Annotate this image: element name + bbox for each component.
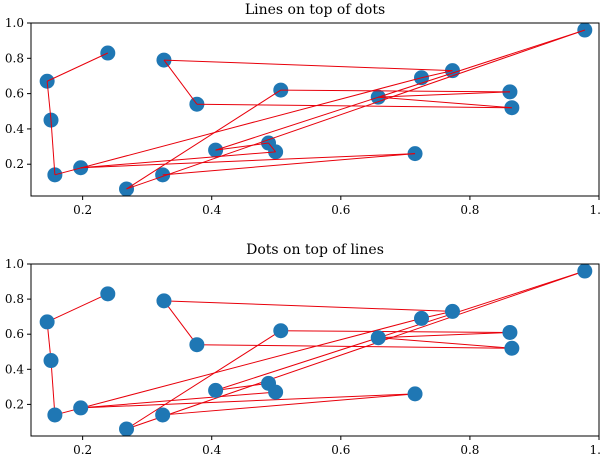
series-line-segment xyxy=(215,142,269,151)
x-tick-label: 0.2 xyxy=(73,203,92,217)
axes-frame xyxy=(30,22,600,197)
x-tick-label: 1.0 xyxy=(589,443,600,457)
axes-frame xyxy=(30,263,600,437)
series-line-segment xyxy=(215,29,585,151)
series-line-segment xyxy=(163,59,453,72)
x-tick-label: 0.8 xyxy=(460,443,479,457)
series-line-segment xyxy=(378,331,510,339)
data-point xyxy=(189,337,205,353)
series-line-segment xyxy=(215,382,269,391)
series-line-segment xyxy=(163,300,453,312)
y-tick-label: 1.0 xyxy=(5,16,24,30)
y-tick-label: 0.4 xyxy=(5,122,24,136)
data-point xyxy=(156,293,172,309)
data-point xyxy=(73,400,89,416)
series-lines xyxy=(46,270,585,430)
series-line-segment xyxy=(46,52,109,82)
series-line-segment xyxy=(50,360,56,415)
series-line-segment xyxy=(126,89,282,190)
series-line-segment xyxy=(162,153,416,176)
data-point xyxy=(43,353,59,369)
series-line-segment xyxy=(80,393,416,409)
series-line-segment xyxy=(80,153,416,169)
y-tick-label: 0.4 xyxy=(5,362,24,376)
y-tick-label: 0.8 xyxy=(5,51,24,65)
series-line-segment xyxy=(50,120,56,175)
data-point xyxy=(444,303,460,319)
series-line-segment xyxy=(54,317,422,416)
data-point xyxy=(407,386,423,402)
data-point xyxy=(370,330,386,346)
series-points xyxy=(39,263,593,437)
series-line-segment xyxy=(163,300,198,346)
series-line-segment xyxy=(280,89,510,93)
series-line-segment xyxy=(126,330,282,430)
series-line-segment xyxy=(378,96,512,109)
data-point xyxy=(577,263,593,279)
chart-title: Dots on top of lines xyxy=(246,242,384,258)
axes-area: 0.2 0.4 0.6 0.8 1.0 0.2 0.4 0.6 0.8 1.0 xyxy=(5,257,600,457)
x-tick-label: 0.8 xyxy=(460,203,479,217)
data-point xyxy=(273,323,289,339)
y-tick-label: 0.6 xyxy=(5,327,24,341)
data-point xyxy=(414,310,429,326)
series-line-segment xyxy=(80,151,276,169)
series-line-segment xyxy=(46,293,109,323)
subplot-dots-on-top: Dots on top of lines 0.20.40.60.81.00.20… xyxy=(5,242,600,457)
series-line-segment xyxy=(80,391,276,409)
series-line-segment xyxy=(46,81,52,121)
data-point xyxy=(502,324,518,340)
chart-title: Lines on top of dots xyxy=(245,2,385,18)
series-line-segment xyxy=(162,393,416,416)
series-line-segment xyxy=(196,103,512,109)
series-line-segment xyxy=(268,142,277,153)
series-points xyxy=(39,22,593,197)
series-line-segment xyxy=(215,270,585,391)
data-point xyxy=(268,384,284,400)
data-point xyxy=(47,407,63,423)
data-point xyxy=(39,314,55,330)
series-line-segment xyxy=(54,77,422,176)
data-point xyxy=(155,407,171,423)
x-tick-label: 0.4 xyxy=(202,203,221,217)
y-tick-label: 0.6 xyxy=(5,87,24,101)
y-tick-label: 0.2 xyxy=(5,397,24,411)
axes-area: 0.2 0.4 0.6 0.8 1.0 0.2 0.4 0.6 0.8 1.0 xyxy=(5,16,600,217)
y-tick-label: 1.0 xyxy=(5,257,24,271)
series-line-segment xyxy=(280,330,510,333)
x-tick-label: 0.4 xyxy=(202,443,221,457)
y-tick-label: 0.8 xyxy=(5,292,24,306)
y-tick-label: 0.2 xyxy=(5,157,24,171)
x-tick-label: 0.6 xyxy=(331,203,350,217)
data-point xyxy=(119,421,135,437)
x-tick-label: 0.6 xyxy=(331,443,350,457)
series-line-segment xyxy=(196,344,512,349)
series-line-segment xyxy=(163,59,198,105)
data-point xyxy=(208,382,224,398)
x-tick-label: 1.0 xyxy=(589,203,600,217)
data-point xyxy=(156,52,172,68)
data-point xyxy=(504,340,520,356)
series-line-segment xyxy=(378,91,510,98)
series-line-segment xyxy=(421,70,453,79)
x-tick-label: 0.2 xyxy=(73,443,92,457)
series-lines xyxy=(46,29,585,190)
series-line-segment xyxy=(378,337,512,349)
data-point xyxy=(100,286,116,302)
subplot-lines-on-top: Lines on top of dots 0.20.40.60.81.00.20… xyxy=(5,2,600,217)
